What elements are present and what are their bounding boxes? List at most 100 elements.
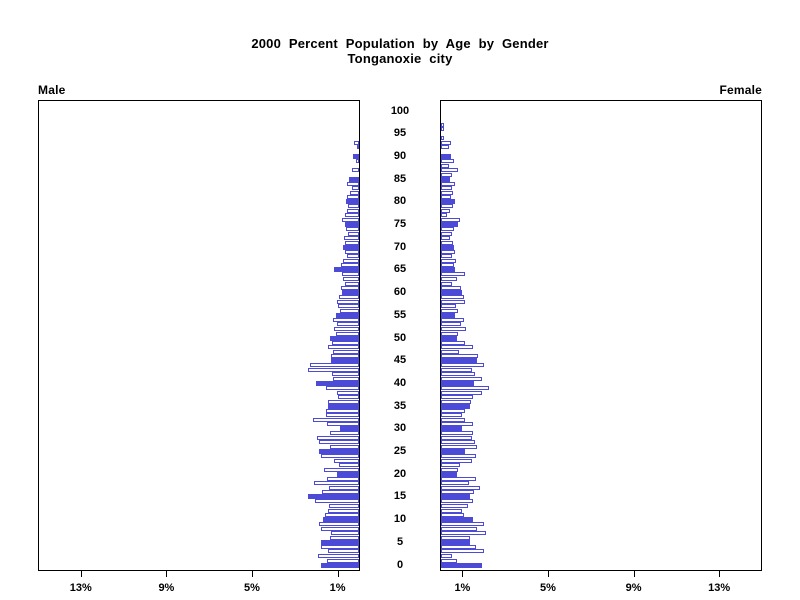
bar-male-age-69 [345,249,359,254]
bar-female-age-65 [441,267,455,273]
bar-male-age-80 [346,199,359,205]
bar-female-age-58 [441,299,465,304]
bar-female-age-42 [441,372,476,377]
bar-male-age-47 [333,349,359,354]
bar-female-age-26 [441,445,478,449]
bar-male-age-33 [325,413,359,418]
chart-title-block: 2000 Percent Population by Age by Gender… [0,36,800,66]
bar-male-age-6 [330,535,359,540]
bar-female-age-27 [441,440,476,445]
age-tick-label: 60 [393,286,407,299]
bar-male-age-27 [319,440,359,445]
bar-male-age-68 [347,254,359,259]
bar-female-age-68 [441,254,452,259]
age-tick-label: 10 [393,513,407,526]
bar-female-age-20 [441,471,457,477]
bar-male-age-46 [331,354,359,359]
bar-male-age-52 [334,326,359,331]
bar-female-age-19 [441,476,477,481]
x-tick-label: 1% [454,582,471,594]
bar-female-age-59 [441,295,464,300]
x-axis-tick [337,571,339,577]
bar-female-age-45 [441,358,478,364]
bar-male-age-30 [339,426,359,432]
bar-male-age-50 [330,335,359,341]
bar-male-age-60 [341,290,359,296]
bar-female-age-40 [441,380,475,386]
bar-female-age-38 [441,390,482,395]
x-tick-label: 5% [244,582,260,594]
bar-female-age-94 [441,136,445,141]
bar-male-age-54 [333,317,359,322]
bar-female-age-74 [441,227,454,231]
bar-female-age-32 [441,417,465,422]
bar-male-age-29 [330,431,359,436]
bar-female-age-62 [441,281,452,286]
age-tick-label: 90 [393,149,407,162]
bar-male-age-11 [324,513,359,518]
bar-female-age-37 [441,395,474,399]
bar-male-age-8 [320,526,359,531]
bar-female-age-25 [441,449,465,454]
bar-female-age-6 [441,535,470,540]
age-tick-label: 0 [396,558,404,571]
bar-female-age-7 [441,531,486,536]
bar-male-age-76 [341,218,359,222]
bar-female-age-52 [441,326,466,331]
bar-female-age-14 [441,499,474,504]
bar-male-age-81 [347,195,359,200]
bar-female-age-64 [441,272,465,277]
bar-male-age-39 [325,385,359,390]
bar-female-age-92 [441,145,449,150]
bar-female-age-10 [441,517,474,523]
bar-male-age-51 [335,331,359,336]
bar-female-age-12 [441,508,463,513]
bar-male-age-79 [348,204,359,209]
bar-female-age-28 [441,435,472,440]
male-axis-label: Male [38,83,66,97]
bar-male-age-7 [331,531,359,536]
bar-male-age-48 [328,345,359,350]
bar-male-age-38 [336,390,359,395]
bar-female-age-44 [441,363,484,368]
bar-male-age-85 [349,176,359,182]
bar-female-age-89 [441,158,454,163]
x-axis-tick [252,571,253,577]
bar-female-age-48 [441,345,474,350]
bar-male-age-77 [345,213,359,218]
x-tick-label: 5% [540,582,556,594]
bar-female-age-34 [441,408,465,413]
bar-male-age-35 [328,403,359,409]
bar-male-age-53 [336,322,359,327]
bar-male-age-55 [335,312,359,318]
bar-male-age-49 [332,340,359,345]
bar-male-age-58 [336,299,359,304]
bar-male-age-10 [322,517,359,523]
x-axis-tick [548,571,549,577]
bar-male-age-9 [319,522,359,527]
bar-male-age-5 [320,539,359,545]
bar-male-age-21 [323,467,359,472]
bar-male-age-43 [307,367,359,372]
bar-male-age-61 [340,286,359,291]
bar-male-age-15 [307,494,359,500]
bar-male-age-14 [315,499,359,504]
bar-male-age-57 [337,304,359,309]
age-tick-label: 85 [393,172,407,185]
bar-male-age-13 [329,504,359,508]
bar-female-age-24 [441,454,477,458]
bar-female-age-88 [441,163,449,168]
bar-male-age-18 [314,481,359,486]
bar-male-age-32 [313,417,359,422]
bar-male-age-90 [352,153,359,159]
bar-male-age-20 [336,471,359,477]
bar-female-age-83 [441,186,452,191]
bar-male-age-25 [319,449,359,454]
bar-male-age-2 [318,553,359,558]
bar-male-age-16 [321,490,359,495]
female-axis-label: Female [719,83,762,97]
bar-female-age-80 [441,199,455,205]
bar-female-age-90 [441,153,451,159]
bar-female-age-2 [441,553,452,558]
